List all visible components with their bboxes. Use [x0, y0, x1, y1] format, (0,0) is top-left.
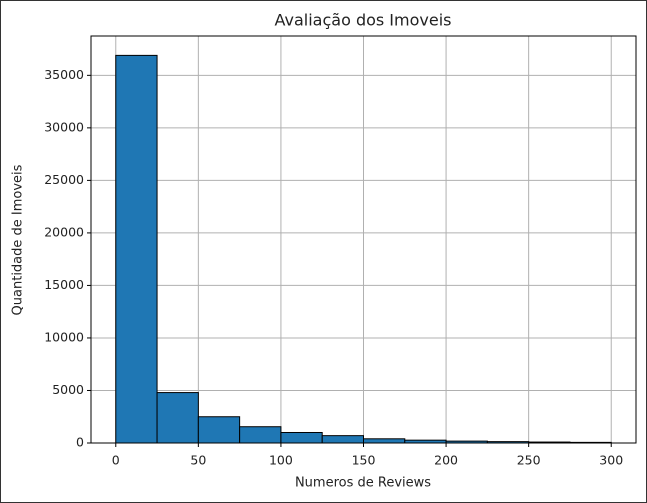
- bar: [197, 416, 241, 444]
- y-tick-label: 30000: [44, 119, 84, 134]
- bar: [321, 435, 365, 444]
- bar: [363, 438, 406, 444]
- x-tick-label: 100: [269, 453, 293, 468]
- x-tick-label: 0: [112, 453, 120, 468]
- bar: [115, 54, 158, 444]
- x-tick-label: 50: [190, 453, 206, 468]
- y-tick-label: 10000: [44, 329, 84, 344]
- x-tick-label: 300: [599, 453, 623, 468]
- x-axis-label: Numeros de Reviews: [295, 476, 431, 491]
- y-axis-label: Quantidade de Imoveis: [11, 164, 26, 315]
- y-tick-label: 25000: [44, 172, 84, 187]
- x-tick-label: 250: [517, 453, 541, 468]
- x-tick-label: 200: [434, 453, 458, 468]
- y-tick-label: 5000: [52, 382, 84, 397]
- x-tick-label: 150: [352, 453, 376, 468]
- y-tick-label: 35000: [44, 67, 84, 82]
- bar: [239, 426, 282, 444]
- bar: [156, 392, 199, 444]
- y-tick-label: 20000: [44, 224, 84, 239]
- bar: [280, 431, 323, 444]
- chart-title: Avaliação dos Imoveis: [274, 11, 451, 30]
- y-tick-label: 15000: [44, 277, 84, 292]
- y-tick-label: 0: [76, 435, 84, 450]
